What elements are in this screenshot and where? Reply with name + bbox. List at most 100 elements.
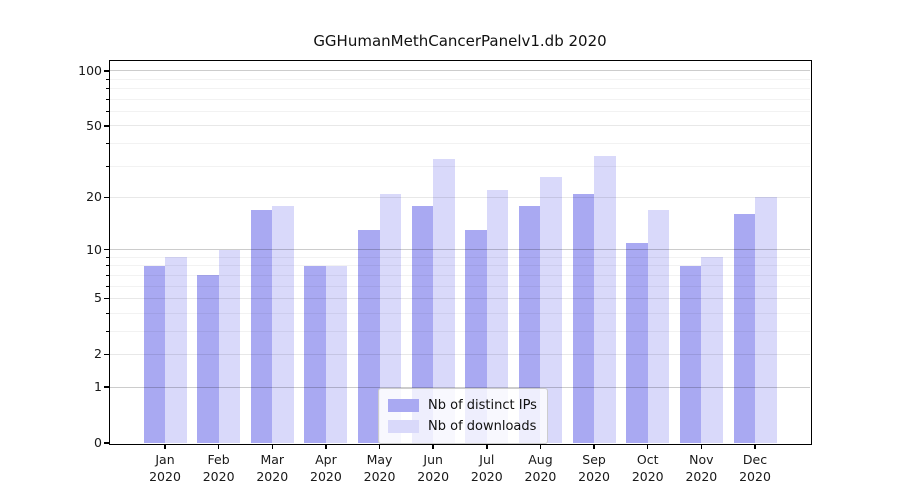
x-tick-mark-jul [486, 444, 488, 449]
x-tick-label-jan: Jan 2020 [137, 452, 193, 485]
x-tick-month-label: Nov [689, 452, 714, 467]
bar-dec-distinct-ips [733, 214, 755, 443]
bar-jun-downloads [433, 158, 455, 443]
x-tick-year-label: 2020 [524, 468, 557, 484]
x-tick-year-label: 2020 [149, 468, 181, 484]
y-minor-tick-mark-7 [106, 274, 109, 276]
bar-apr-distinct-ips [304, 265, 326, 443]
bar-apr-downloads [325, 265, 348, 443]
gridline-y-30 [110, 165, 810, 167]
y-tick-mark-100 [104, 70, 109, 72]
legend-label-distinct-ips: Nb of distinct IPs [428, 398, 537, 413]
x-tick-year-label: 2020 [310, 468, 342, 484]
y-tick-mark-20 [104, 196, 109, 199]
bar-aug-downloads [540, 177, 562, 443]
legend-item-distinct-ips: Nb of distinct IPs [388, 395, 537, 416]
x-tick-year-label: 2020 [256, 468, 289, 484]
gridline-y-70 [110, 98, 810, 100]
gridline-y-100 [110, 70, 810, 72]
gridline-y-60 [110, 110, 810, 112]
gridline-y-6 [110, 285, 810, 287]
gridline-y-7 [110, 274, 810, 276]
x-tick-label-sep: Sep 2020 [566, 452, 622, 485]
x-tick-month-label: Mar [260, 452, 285, 467]
y-tick-mark-1 [104, 386, 109, 388]
bar-sep-downloads [594, 156, 616, 443]
x-tick-month-label: May [366, 452, 393, 467]
legend-swatch-distinct-ips [388, 399, 419, 412]
x-tick-year-label: 2020 [685, 468, 718, 484]
x-tick-year-label: 2020 [739, 468, 771, 484]
bar-mar-downloads [272, 205, 294, 443]
x-tick-month-label: Feb [207, 452, 230, 467]
x-tick-month-label: Oct [636, 452, 659, 467]
y-tick-mark-2 [104, 353, 109, 356]
x-tick-label-apr: Apr 2020 [298, 452, 354, 485]
y-tick-mark-10 [104, 248, 109, 251]
y-tick-label-2: 2 [94, 346, 102, 362]
y-tick-label-0: 0 [94, 435, 102, 450]
y-minor-tick-mark-3 [106, 330, 109, 332]
y-tick-label-10: 10 [86, 241, 102, 257]
x-tick-mark-dec [754, 444, 756, 449]
gridline-y-10 [110, 249, 810, 251]
y-tick-label-20: 20 [86, 189, 102, 205]
gridline-y-2 [110, 353, 810, 355]
y-minor-tick-mark-70 [106, 98, 109, 100]
x-tick-label-jun: Jun 2020 [405, 452, 461, 485]
y-minor-tick-mark-9 [106, 256, 109, 258]
y-minor-tick-mark-60 [106, 110, 109, 112]
gridline-y-8 [110, 265, 810, 267]
y-tick-mark-5 [104, 297, 109, 300]
chart-title: GGHumanMethCancerPanelv1.db 2020 [313, 32, 607, 50]
bar-may-distinct-ips [358, 230, 380, 443]
gridline-y-3 [110, 330, 810, 332]
x-tick-mark-jun [432, 444, 434, 449]
bar-nov-downloads [701, 257, 723, 443]
y-minor-tick-mark-40 [106, 142, 109, 144]
bar-mar-distinct-ips [250, 209, 273, 443]
x-tick-year-label: 2020 [417, 468, 450, 484]
x-tick-label-feb: Feb 2020 [191, 452, 247, 485]
x-tick-month-label: Aug [528, 452, 553, 467]
plot-area [110, 61, 810, 443]
bar-jan-downloads [165, 257, 187, 443]
x-tick-month-label: Jun [423, 452, 443, 467]
bar-nov-distinct-ips [679, 265, 702, 443]
y-minor-tick-mark-6 [106, 285, 109, 287]
x-tick-mark-jan [164, 444, 166, 449]
gridline-y-90 [110, 78, 810, 80]
x-tick-mark-oct [646, 444, 649, 449]
y-tick-label-100: 100 [78, 62, 102, 78]
gridline-y-20 [110, 196, 810, 198]
x-tick-mark-may [378, 444, 381, 449]
x-tick-year-label: 2020 [631, 468, 664, 484]
y-minor-tick-mark-30 [106, 165, 109, 167]
gridline-y-9 [110, 256, 810, 258]
legend-item-downloads: Nb of downloads [388, 416, 537, 437]
gridline-y-4 [110, 312, 810, 314]
bar-dec-downloads [755, 197, 777, 443]
gridline-y-40 [110, 142, 810, 144]
gridline-y-5 [110, 297, 810, 299]
x-tick-mark-mar [271, 444, 274, 449]
x-tick-mark-aug [539, 444, 542, 449]
x-tick-label-jul: Jul 2020 [459, 452, 515, 485]
bar-jul-downloads [486, 190, 509, 443]
x-tick-mark-nov [700, 444, 703, 449]
x-tick-label-oct: Oct 2020 [620, 452, 676, 485]
bar-oct-downloads [647, 209, 670, 443]
y-tick-label-5: 5 [94, 290, 102, 306]
x-tick-year-label: 2020 [363, 468, 396, 484]
bar-sep-distinct-ips [572, 193, 595, 443]
legend: Nb of distinct IPs Nb of downloads [378, 388, 548, 444]
bar-feb-downloads [218, 249, 241, 443]
bar-aug-distinct-ips [518, 205, 541, 443]
bar-jun-distinct-ips [411, 205, 434, 443]
x-tick-mark-apr [325, 444, 327, 449]
bar-jan-distinct-ips [143, 265, 165, 443]
y-minor-tick-mark-90 [106, 78, 109, 80]
x-tick-label-dec: Dec 2020 [727, 452, 783, 485]
x-tick-label-mar: Mar 2020 [244, 452, 300, 485]
y-tick-label-50: 50 [86, 117, 102, 133]
